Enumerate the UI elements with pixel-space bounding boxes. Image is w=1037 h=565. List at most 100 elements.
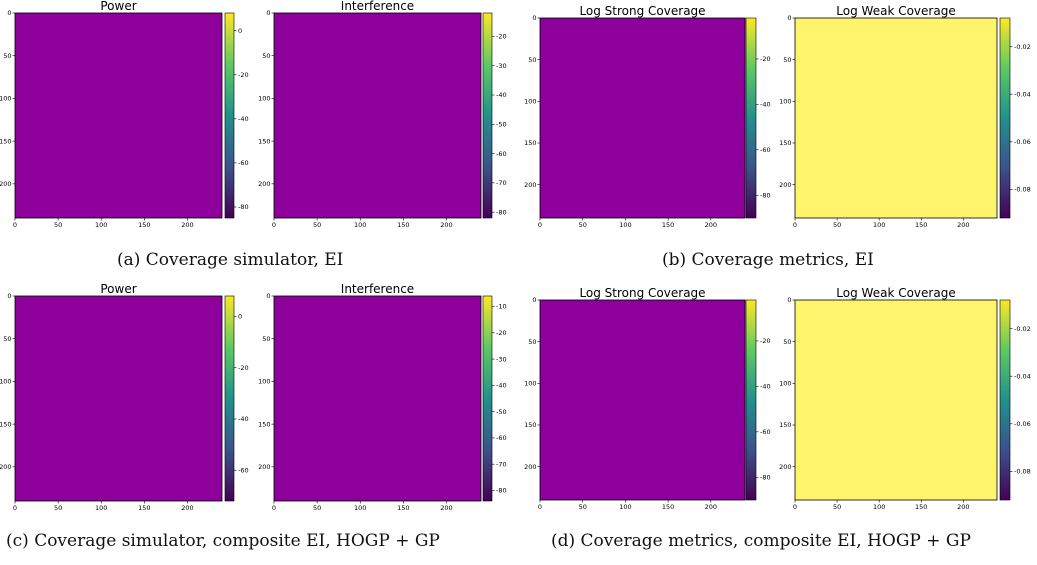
- heatmap-panel: Interference 0 50 100 150 200 0 50 100 150 200 -20 -…: [258, 0, 507, 229]
- heatmap-image: [15, 296, 222, 501]
- y-tick-label: 50: [528, 338, 536, 346]
- colorbar-tick-label: -0.02: [1014, 43, 1031, 51]
- caption-d: (d) Coverage metrics, composite EI, HOGP…: [551, 531, 971, 551]
- x-tick-label: 50: [579, 503, 587, 511]
- x-tick-label: 0: [13, 221, 17, 229]
- colorbar-tick-label: -60: [496, 434, 507, 442]
- panel-title: Power: [100, 282, 136, 296]
- y-tick-label: 100: [524, 380, 536, 388]
- y-tick-label: 100: [779, 380, 791, 388]
- plot-frame: [794, 17, 998, 219]
- plot-frame: [273, 295, 482, 502]
- x-tick-label: 50: [579, 221, 587, 229]
- x-tick-label: 200: [181, 504, 193, 512]
- heatmap-panel: Power 0 50 100 150 200 0 50 100 150 200 0 -20 -40 -60 -…: [0, 0, 249, 229]
- colorbar-tick-label: -40: [760, 383, 771, 391]
- colorbar-tick-label: -0.08: [1014, 468, 1031, 476]
- x-tick-label: 200: [705, 503, 717, 511]
- y-tick-label: 200: [779, 463, 791, 471]
- colorbar: [224, 12, 235, 219]
- x-tick-label: 0: [272, 504, 276, 512]
- y-tick-label: 0: [7, 292, 11, 300]
- y-tick-label: 150: [258, 137, 270, 145]
- plot-frame: [273, 12, 482, 219]
- x-tick-label: 50: [54, 504, 62, 512]
- colorbar-tick-label: -0.08: [1014, 186, 1031, 194]
- colorbar-tick-label: -50: [496, 408, 507, 416]
- heatmap-panel: Log Weak Coverage 0 50 100 150 200 0 50 100 150 20…: [779, 286, 1031, 511]
- colorbar: [745, 299, 757, 501]
- y-tick-label: 0: [266, 292, 270, 300]
- colorbar-tick-label: -0.04: [1014, 372, 1031, 380]
- colorbar: [999, 17, 1011, 219]
- colorbar-tick-label: -20: [760, 337, 771, 345]
- y-tick-label: 100: [0, 95, 12, 103]
- heatmap-image: [540, 300, 745, 500]
- colorbar-tick-label: -20: [496, 33, 507, 41]
- heatmap-panel: Power 0 50 100 150 200 0 50 100 150 200 0 -20 -40 -60: [0, 282, 249, 512]
- heatmap-panel: Log Strong Coverage 0 50 100 150 200 0 50 100 150…: [524, 4, 771, 229]
- y-tick-label: 150: [0, 137, 12, 145]
- x-tick-label: 150: [662, 503, 674, 511]
- panel-title: Power: [100, 0, 136, 13]
- heatmap-panel: Interference 0 50 100 150 200 0 50 100 150 200 -10 -…: [258, 282, 507, 512]
- colorbar-tick-label: -60: [496, 150, 507, 158]
- colorbar-tick-label: -0.06: [1014, 138, 1031, 146]
- x-tick-label: 0: [793, 503, 797, 511]
- y-tick-label: 150: [779, 421, 791, 429]
- caption-c: (c) Coverage simulator, composite EI, HO…: [6, 531, 440, 551]
- colorbar-tick-label: -40: [238, 115, 249, 123]
- heatmap-image: [15, 13, 222, 218]
- y-tick-label: 100: [258, 95, 270, 103]
- caption-b: (b) Coverage metrics, EI: [662, 250, 874, 270]
- plot-frame: [539, 299, 746, 501]
- colorbar-tick-label: -60: [760, 146, 771, 154]
- x-tick-label: 200: [181, 221, 193, 229]
- x-tick-label: 0: [538, 221, 542, 229]
- x-tick-label: 150: [915, 503, 927, 511]
- x-tick-label: 50: [833, 221, 841, 229]
- colorbar: [999, 299, 1011, 501]
- heatmap-panel: Log Strong Coverage 0 50 100 150 200 0 50 100 150…: [524, 286, 771, 511]
- y-tick-label: 50: [262, 52, 270, 60]
- y-tick-label: 200: [0, 463, 12, 471]
- x-tick-label: 0: [793, 221, 797, 229]
- y-tick-label: 50: [528, 56, 536, 64]
- y-tick-label: 100: [779, 98, 791, 106]
- colorbar-tick-label: -30: [496, 355, 507, 363]
- caption-a: (a) Coverage simulator, EI: [117, 250, 344, 270]
- colorbar-tick-label: -20: [496, 329, 507, 337]
- x-tick-label: 200: [440, 504, 452, 512]
- x-tick-label: 150: [138, 221, 150, 229]
- x-tick-label: 50: [313, 221, 321, 229]
- x-tick-label: 100: [95, 221, 107, 229]
- heatmap-panel: Log Weak Coverage 0 50 100 150 200 0 50 100 150 20…: [779, 4, 1031, 229]
- y-tick-label: 0: [7, 9, 11, 17]
- colorbar-tick-label: -40: [238, 415, 249, 423]
- colorbar-tick-label: 0: [238, 313, 242, 321]
- panel-title: Log Weak Coverage: [836, 286, 955, 300]
- heatmap-image: [795, 300, 997, 500]
- colorbar-tick-label: -70: [496, 179, 507, 187]
- colorbar-tick-label: -0.04: [1014, 90, 1031, 98]
- y-tick-label: 50: [783, 56, 791, 64]
- plot-frame: [794, 299, 998, 501]
- panel-title: Log Weak Coverage: [836, 4, 955, 18]
- x-tick-label: 150: [397, 221, 409, 229]
- x-tick-label: 0: [13, 504, 17, 512]
- heatmap-image: [795, 18, 997, 218]
- colorbar-tick-label: -10: [496, 303, 507, 311]
- x-tick-label: 200: [705, 221, 717, 229]
- colorbar-tick-label: -0.02: [1014, 325, 1031, 333]
- y-tick-label: 50: [783, 338, 791, 346]
- colorbar-tick-label: -80: [760, 191, 771, 199]
- panel-title: Interference: [341, 0, 414, 13]
- y-tick-label: 50: [3, 335, 11, 343]
- colorbar: [482, 12, 493, 219]
- y-tick-label: 150: [524, 421, 536, 429]
- y-tick-label: 200: [779, 181, 791, 189]
- x-tick-label: 100: [873, 221, 885, 229]
- colorbar-tick-label: -70: [496, 460, 507, 468]
- colorbar-tick-label: -80: [238, 203, 249, 211]
